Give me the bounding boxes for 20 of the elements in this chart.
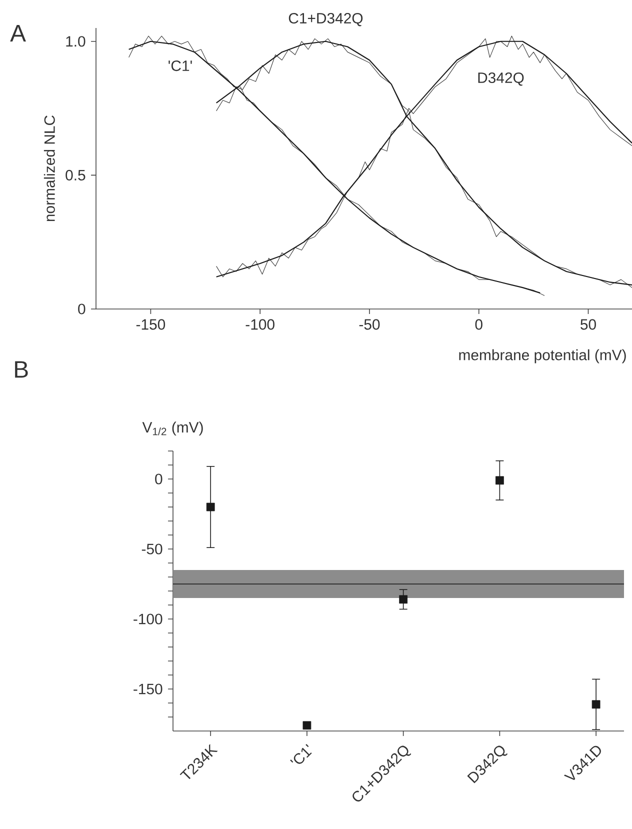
x-tick-label: 'C1' xyxy=(290,744,312,764)
y-tick-label: -150 xyxy=(134,684,162,694)
x-tick-label: -50 xyxy=(359,319,380,330)
y-axis-title: V$_{1/2}$ (mV) xyxy=(142,422,203,436)
series-label: 'C1' xyxy=(168,60,192,72)
series-label: D342Q xyxy=(478,72,524,86)
x-tick-label: 0 xyxy=(475,319,482,330)
y-axis-title: normalized NLC xyxy=(44,116,55,222)
series-label: C1+D342Q xyxy=(288,12,363,26)
y-tick-label: 1.0 xyxy=(66,36,86,47)
y-tick-label: 0.5 xyxy=(66,170,86,180)
chart-title: A xyxy=(10,25,26,42)
y-tick-label: 0 xyxy=(78,304,86,314)
y-tick-label: -100 xyxy=(134,614,162,624)
x-tick-label: 50 xyxy=(580,319,596,330)
chart-title: B xyxy=(15,361,28,378)
y-tick-label: 0 xyxy=(155,474,162,484)
x-axis-title: membrane potential (mV) xyxy=(459,349,626,364)
x-tick-label: -100 xyxy=(246,319,274,330)
y-tick-label: -50 xyxy=(142,544,162,554)
